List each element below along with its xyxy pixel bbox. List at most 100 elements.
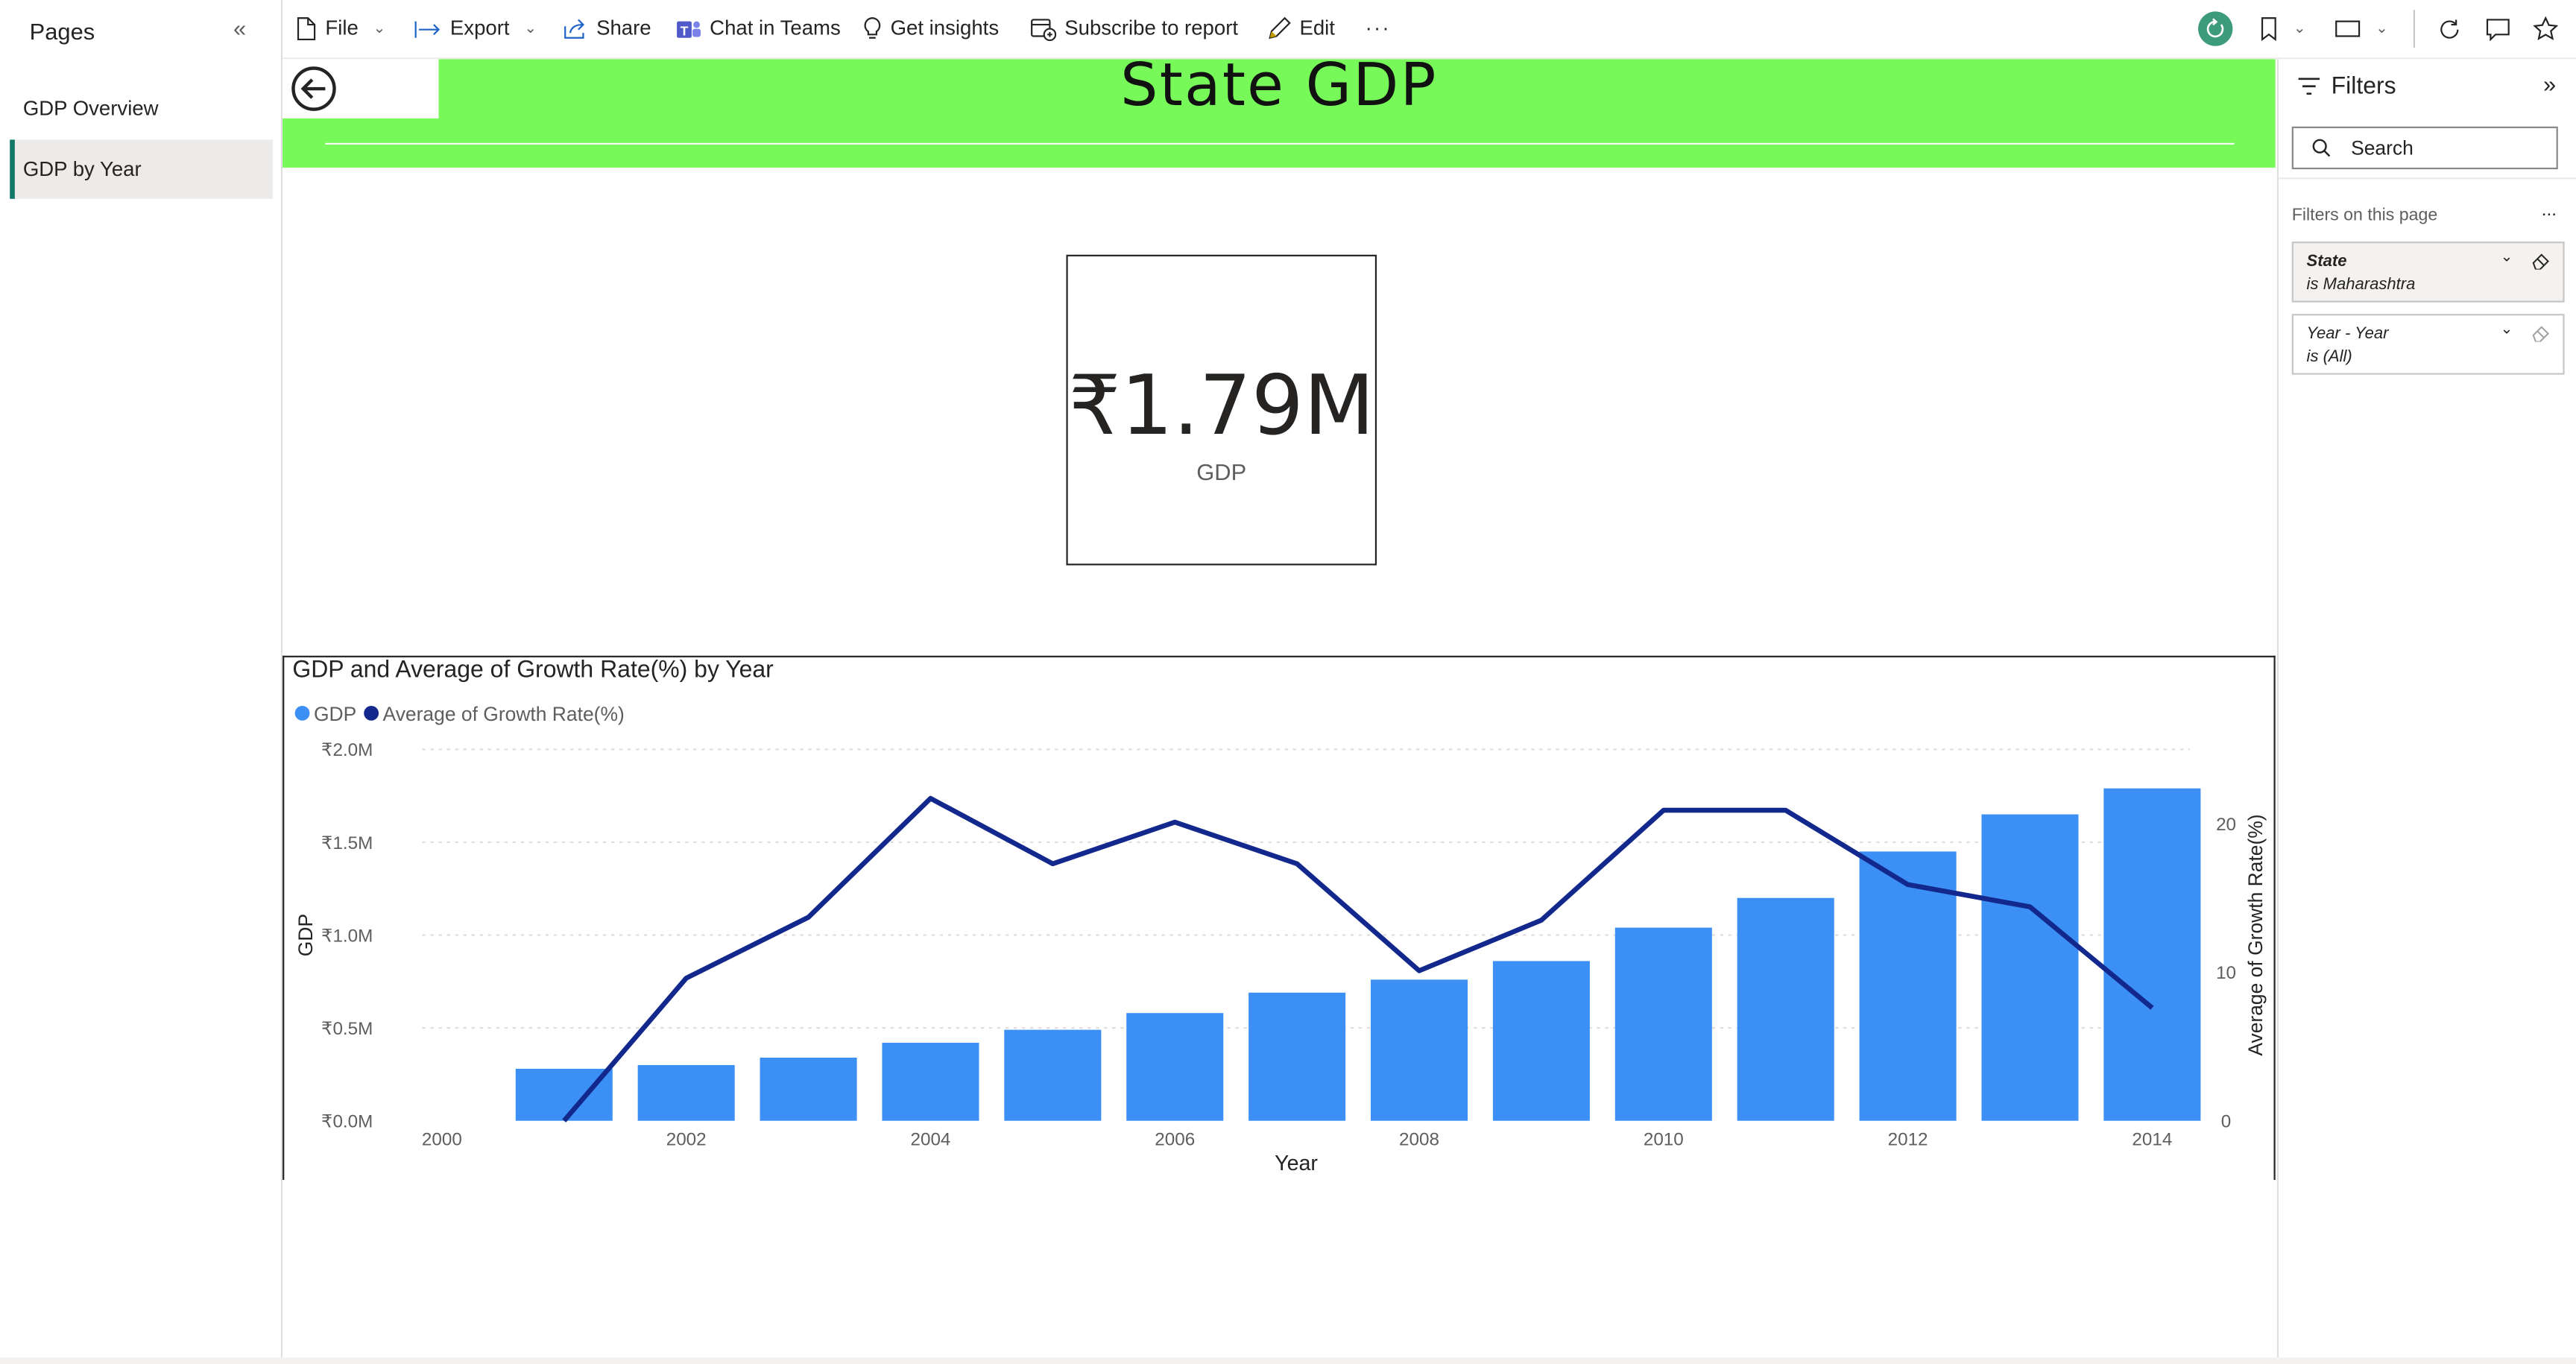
header-title: State GDP xyxy=(1120,52,1438,120)
pages-pane: Pages « GDP Overview GDP by Year xyxy=(0,0,283,1358)
search-placeholder: Search xyxy=(2351,136,2414,160)
x-tick-label: 2012 xyxy=(1888,1130,1928,1150)
avatar[interactable] xyxy=(2198,11,2233,46)
filter-card-year[interactable]: Year - Year is (All) ⌄ xyxy=(2291,314,2565,375)
filters-title: Filters xyxy=(2331,74,2396,101)
comments-button[interactable] xyxy=(2486,0,2510,57)
bookmark-icon xyxy=(2261,17,2276,42)
filters-on-page-label: Filters on this page xyxy=(2291,205,2438,226)
teams-icon: T xyxy=(677,20,701,37)
share-label: Share xyxy=(596,16,651,40)
status-bar xyxy=(0,1357,2576,1364)
subscribe-label: Subscribe to report xyxy=(1064,16,1239,40)
bar-gdp xyxy=(515,1068,613,1121)
share-icon xyxy=(564,19,585,39)
collapse-pages-icon[interactable]: « xyxy=(233,14,247,42)
line-growth-rate xyxy=(562,795,2154,1123)
page-item-gdp-overview[interactable]: GDP Overview xyxy=(22,97,159,120)
edit-label: Edit xyxy=(1299,16,1335,40)
legend-marker-gdp xyxy=(294,705,310,721)
share-button[interactable]: Share xyxy=(564,0,651,57)
filters-pane: Filters » Search Filters on this page ..… xyxy=(2276,59,2576,1358)
bookmark-button[interactable]: ⌄ xyxy=(2259,0,2306,57)
filter-card-state[interactable]: State is Maharashtra ⌄ xyxy=(2291,241,2565,303)
report-canvas: State GDP ₹1.79M GDP GDP and Average of … xyxy=(282,53,2276,1358)
y-tick-label: ₹2.0M xyxy=(321,740,373,760)
gdp-growth-chart[interactable]: GDP and Average of Growth Rate(%) by Yea… xyxy=(282,655,2276,1181)
y2-tick-label: 20 xyxy=(2216,815,2236,835)
x-tick-label: 2000 xyxy=(422,1130,462,1150)
filter-card-subtitle: is (All) xyxy=(2306,348,2352,367)
svg-text:T: T xyxy=(681,22,689,37)
chat-in-teams-button[interactable]: T Chat in Teams xyxy=(675,0,841,57)
get-insights-button[interactable]: Get insights xyxy=(862,0,999,57)
filters-search-input[interactable]: Search xyxy=(2291,126,2558,170)
legend-label-growth: Average of Growth Rate(%) xyxy=(383,703,625,725)
y2-axis-title: Average of Growth Rate(%) xyxy=(2244,814,2267,1055)
eraser-icon[interactable] xyxy=(2532,251,2550,270)
y-axis-title: GDP xyxy=(294,914,317,956)
filter-card-title: Year - Year xyxy=(2306,325,2389,344)
file-menu-button[interactable]: File ⌄ xyxy=(296,0,386,57)
header-divider xyxy=(325,142,2235,145)
bar-gdp xyxy=(2103,788,2201,1121)
view-icon xyxy=(2335,20,2361,37)
filter-icon xyxy=(2298,78,2320,95)
bar-gdp xyxy=(637,1064,735,1121)
more-options-button[interactable]: ··· xyxy=(1365,16,1391,40)
chat-in-teams-label: Chat in Teams xyxy=(710,16,841,40)
card-value: ₹1.79M xyxy=(1068,358,1375,454)
subscribe-icon xyxy=(1031,19,1057,42)
eraser-icon[interactable] xyxy=(2532,323,2550,342)
chevron-down-icon: ⌄ xyxy=(373,19,386,37)
back-arrow-icon[interactable] xyxy=(291,66,337,112)
legend-marker-growth xyxy=(364,705,379,721)
pages-title: Pages xyxy=(29,18,95,45)
x-tick-label: 2002 xyxy=(666,1130,707,1150)
subscribe-to-report-button[interactable]: Subscribe to report xyxy=(1030,0,1238,57)
x-tick-label: 2008 xyxy=(1399,1130,1439,1150)
y-tick-label: ₹1.0M xyxy=(321,926,373,946)
chevron-down-icon: ⌄ xyxy=(2375,19,2388,37)
bar-gdp xyxy=(1859,851,1957,1121)
edit-button[interactable]: Edit xyxy=(1266,0,1335,57)
page-item-gdp-by-year[interactable]: GDP by Year xyxy=(10,139,273,199)
y-tick-label: ₹1.5M xyxy=(321,833,373,853)
y2-tick-label: 0 xyxy=(2221,1111,2231,1131)
back-button-area xyxy=(282,59,439,119)
view-button[interactable]: ⌄ xyxy=(2334,0,2388,57)
x-axis-title: Year xyxy=(1275,1152,1318,1175)
card-label: GDP xyxy=(1196,458,1247,485)
favorite-button[interactable] xyxy=(2533,0,2558,57)
comment-icon xyxy=(2486,18,2510,41)
chevron-down-icon[interactable]: ⌄ xyxy=(2500,320,2513,337)
bar-gdp xyxy=(1737,897,1834,1121)
expand-filters-icon[interactable]: » xyxy=(2542,70,2557,98)
toolbar-divider xyxy=(2413,10,2416,48)
bar-gdp xyxy=(1004,1029,1102,1121)
x-tick-label: 2004 xyxy=(911,1130,951,1150)
gdp-card[interactable]: ₹1.79M GDP xyxy=(1066,254,1377,566)
export-menu-button[interactable]: Export ⌄ xyxy=(414,0,537,57)
get-insights-label: Get insights xyxy=(890,16,1000,40)
bar-gdp xyxy=(1492,961,1590,1121)
chart-title: GDP and Average of Growth Rate(%) by Yea… xyxy=(292,657,774,684)
x-tick-label: 2010 xyxy=(1644,1130,1684,1150)
pencil-icon xyxy=(1269,16,1291,40)
chart-plot: GDP Average of Growth Rate(%) ₹0.0M ₹0.5M ₹1… xyxy=(294,703,2267,1175)
x-tick-label: 2014 xyxy=(2132,1130,2172,1150)
export-icon xyxy=(414,20,441,37)
chevron-down-icon[interactable]: ⌄ xyxy=(2500,247,2513,265)
bar-gdp xyxy=(882,1043,979,1121)
y-tick-label: ₹0.0M xyxy=(321,1111,373,1131)
y-tick-label: ₹0.5M xyxy=(321,1019,373,1039)
chevron-down-icon: ⌄ xyxy=(2293,19,2306,37)
legend-label-gdp: GDP xyxy=(314,703,356,725)
file-label: File xyxy=(325,16,359,40)
bar-gdp xyxy=(1981,814,2079,1121)
refresh-button[interactable] xyxy=(2438,0,2461,57)
bar-gdp xyxy=(760,1057,857,1121)
filters-more-button[interactable]: ... xyxy=(2541,200,2557,221)
filter-card-subtitle: is Maharashtra xyxy=(2306,276,2416,294)
filter-card-title: State xyxy=(2306,253,2347,271)
